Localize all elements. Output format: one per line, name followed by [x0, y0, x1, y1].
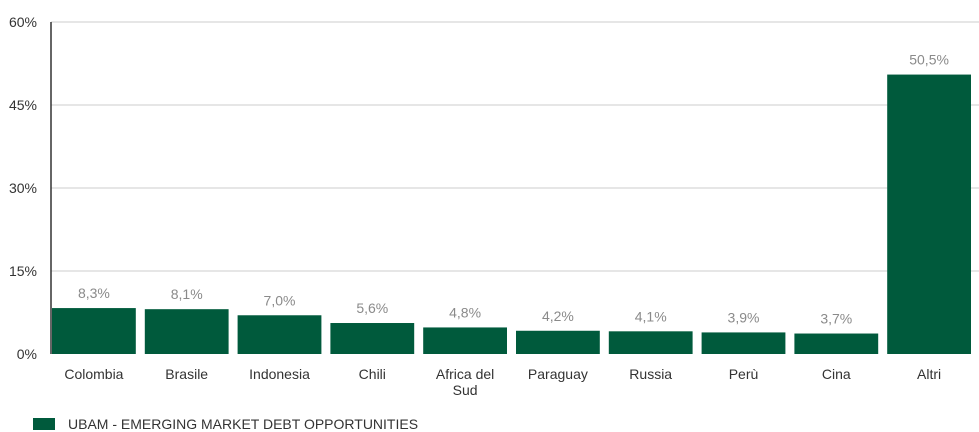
x-tick-label: Cina	[822, 366, 851, 382]
bar	[794, 333, 879, 354]
legend-label: UBAM - EMERGING MARKET DEBT OPPORTUNITIE…	[68, 416, 419, 432]
legend-swatch	[33, 418, 55, 430]
bars	[52, 74, 971, 355]
bar	[423, 327, 507, 354]
x-tick-label: Colombia	[64, 366, 123, 382]
legend: UBAM - EMERGING MARKET DEBT OPPORTUNITIE…	[33, 416, 418, 432]
x-tick-label: Altri	[917, 366, 941, 382]
data-label: 50,5%	[909, 52, 949, 68]
data-label: 7,0%	[264, 292, 296, 308]
y-tick-label: 15%	[9, 263, 37, 279]
bar	[144, 309, 229, 354]
data-label: 8,3%	[78, 285, 110, 301]
bar	[608, 331, 693, 354]
data-label: 4,1%	[635, 308, 667, 324]
y-tick-label: 45%	[9, 97, 37, 113]
y-tick-label: 30%	[9, 180, 37, 196]
data-label: 3,9%	[728, 309, 760, 325]
bar	[52, 308, 136, 354]
x-tick-label: Chili	[359, 366, 386, 382]
bar	[516, 330, 600, 354]
x-tick-label: Africa del	[436, 366, 494, 382]
x-tick-label: Russia	[629, 366, 672, 382]
bar	[330, 323, 415, 354]
data-label: 5,6%	[356, 300, 388, 316]
data-label: 3,7%	[820, 311, 852, 327]
y-axis-ticks: 0% 15% 30% 45% 60%	[9, 14, 37, 362]
x-tick-label: Brasile	[165, 366, 208, 382]
data-label: 4,2%	[542, 308, 574, 324]
x-tick-label: Sud	[453, 382, 478, 398]
data-label: 8,1%	[171, 286, 203, 302]
gridlines	[51, 21, 979, 272]
x-tick-label: Indonesia	[249, 366, 310, 382]
bar	[237, 315, 322, 354]
x-tick-label: Paraguay	[528, 366, 588, 382]
y-tick-label: 60%	[9, 14, 37, 30]
y-tick-label: 0%	[17, 346, 37, 362]
x-tick-label: Perù	[729, 366, 759, 382]
bar	[887, 74, 971, 355]
bar	[701, 332, 786, 354]
data-label: 4,8%	[449, 304, 481, 320]
x-axis-ticks: Colombia Brasile Indonesia Chili Africa delS…	[64, 366, 941, 398]
data-labels: 8,3% 8,1% 7,0% 5,6% 4,8% 4,2% 4,1% 3,9% 3,7% 50,5…	[78, 52, 949, 327]
bar-chart: 0% 15% 30% 45% 60% 8,3% 8,1% 7,0% 5,6% 4,8% 4,2% 4…	[9, 14, 979, 398]
